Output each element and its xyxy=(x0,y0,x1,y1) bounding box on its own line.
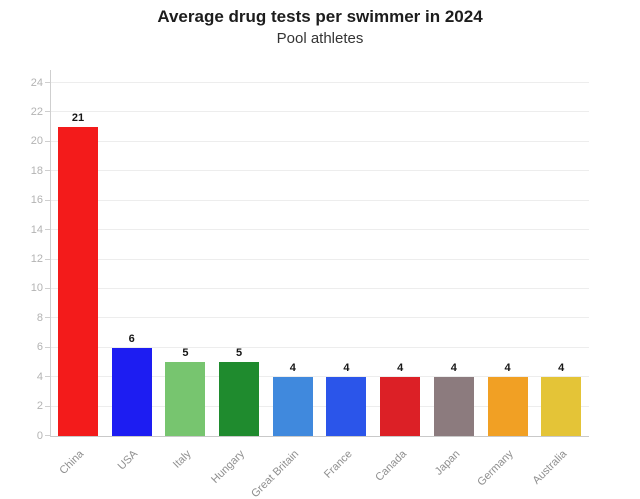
y-axis-tick xyxy=(45,170,51,172)
bar-column-canada: 4 Canada xyxy=(373,362,421,484)
x-axis-label-japan: Japan xyxy=(432,448,463,478)
x-axis-label-italy: Italy xyxy=(171,448,194,471)
y-axis-tick-label: 6 xyxy=(36,341,43,354)
y-axis-tick-label: 24 xyxy=(30,76,43,89)
bar-value-label: 4 xyxy=(343,362,350,375)
x-axis-label-hungary: Hungary xyxy=(209,448,248,486)
y-axis-tick xyxy=(45,317,51,319)
bar-value-label: 4 xyxy=(289,362,296,375)
bar-value-label: 21 xyxy=(71,112,85,125)
bar-japan xyxy=(433,377,474,436)
y-axis-tick-label: 2 xyxy=(36,400,43,413)
bars: 21 China 6 USA 5 Italy 5 Hungary 4 Great Britain 4… xyxy=(51,70,589,499)
y-axis-tick-label: 8 xyxy=(36,311,43,324)
gridline xyxy=(51,111,589,113)
y-axis-tick xyxy=(45,258,51,260)
bar-value-label: 4 xyxy=(504,362,511,375)
y-axis-tick xyxy=(45,111,51,113)
bar-france xyxy=(326,377,367,436)
x-axis-label-great-britain: Great Britain xyxy=(249,448,302,499)
y-axis-tick xyxy=(45,199,51,201)
bar-value-label: 6 xyxy=(128,332,135,345)
bar-column-australia: 4 Australia xyxy=(531,362,582,487)
x-axis-label-germany: Germany xyxy=(475,448,516,489)
bar-column-usa: 6 USA xyxy=(111,332,152,472)
bar-column-france: 4 France xyxy=(322,362,367,481)
y-axis-tick xyxy=(45,435,51,436)
bar-canada xyxy=(380,377,421,436)
gridline xyxy=(51,346,589,348)
y-axis-tick xyxy=(45,82,51,83)
y-axis-tick-label: 22 xyxy=(30,105,43,118)
gridline xyxy=(51,199,589,201)
chart-subtitle: Pool athletes xyxy=(276,30,364,47)
y-axis-tick-label: 4 xyxy=(36,370,43,383)
y-axis-tick xyxy=(45,140,51,142)
bar-value-label: 4 xyxy=(397,362,404,375)
bar-value-label: 4 xyxy=(558,362,565,375)
bar-value-label: 5 xyxy=(236,347,243,360)
bar-hungary xyxy=(219,362,260,436)
gridline xyxy=(51,376,589,378)
bar-italy xyxy=(165,362,206,436)
chart-title: Average drug tests per swimmer in 2024 xyxy=(157,7,483,26)
bar-value-label: 5 xyxy=(182,347,189,360)
y-axis-tick-label: 16 xyxy=(30,194,43,207)
y-axis-tick xyxy=(45,376,51,378)
gridline xyxy=(51,82,589,83)
gridline xyxy=(51,229,589,231)
bar-column-japan: 4 Japan xyxy=(433,362,474,478)
x-axis-label-usa: USA xyxy=(115,448,141,473)
y-axis-tick xyxy=(45,287,51,289)
x-axis-label-china: China xyxy=(57,448,87,477)
bar-column-great-britain: 4 Great Britain xyxy=(249,362,313,499)
y-axis-tick-label: 10 xyxy=(30,282,43,295)
bar-usa xyxy=(111,347,152,436)
gridline xyxy=(51,140,589,142)
bar-column-germany: 4 Germany xyxy=(476,362,528,488)
x-axis-label-france: France xyxy=(322,448,355,481)
y-axis-tick-label: 14 xyxy=(30,223,43,236)
y-axis-tick xyxy=(45,405,51,407)
bar-column-china: 21 China xyxy=(58,112,98,477)
bar-australia xyxy=(541,377,582,436)
bar-great-britain xyxy=(272,377,313,436)
gridline xyxy=(51,170,589,172)
bar-column-hungary: 5 Hungary xyxy=(210,347,260,486)
gridline xyxy=(51,287,589,289)
y-axis-tick-label: 18 xyxy=(30,164,43,177)
y-axis-tick xyxy=(45,346,51,348)
y-axis-tick-label: 0 xyxy=(36,429,43,442)
y-axis-tick xyxy=(45,229,51,231)
gridline xyxy=(51,317,589,319)
gridline xyxy=(51,405,589,407)
plot-area: 21 China 6 USA 5 Italy 5 Hungary 4 Great Britain 4… xyxy=(31,70,589,499)
bar-china xyxy=(58,127,98,436)
y-axis-tick-label: 12 xyxy=(30,253,43,265)
bar-germany xyxy=(487,377,528,436)
bar-value-label: 4 xyxy=(450,362,457,375)
y-axis-tick-label: 20 xyxy=(30,135,43,148)
gridline xyxy=(51,258,589,260)
x-axis-label-canada: Canada xyxy=(372,448,409,484)
bar-column-italy: 5 Italy xyxy=(165,347,206,471)
x-axis-label-australia: Australia xyxy=(530,448,570,487)
